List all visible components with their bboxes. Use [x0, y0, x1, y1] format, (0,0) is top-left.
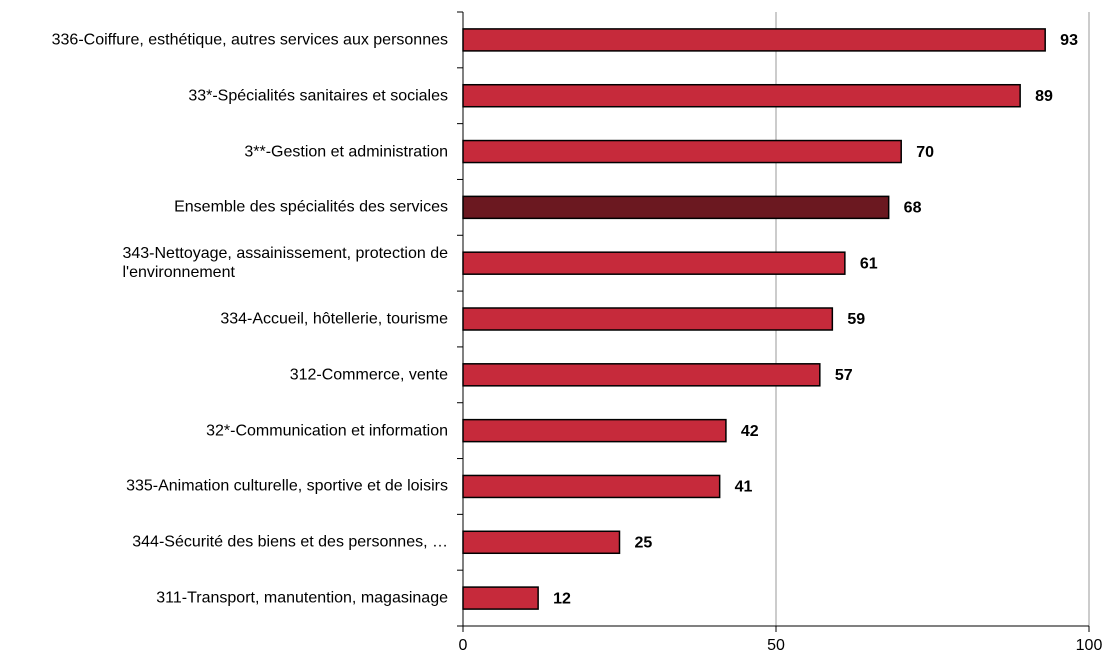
x-tick-label: 100 [1076, 637, 1103, 654]
y-tick-label: 335-Animation culturelle, sportive et de… [126, 477, 448, 495]
value-label: 42 [741, 423, 759, 440]
bar [462, 195, 890, 220]
value-label: 59 [847, 311, 865, 328]
value-label: 57 [835, 367, 853, 384]
value-label: 61 [860, 255, 878, 272]
y-tick-label: 32*-Communication et information [206, 422, 448, 440]
y-tick-label: Ensemble des spécialités des services [174, 198, 448, 216]
bar [462, 251, 846, 275]
bar [462, 307, 834, 331]
y-tick-label: 312-Commerce, vente [289, 366, 448, 384]
y-tick-label: 311-Transport, manutention, magasinage [156, 589, 448, 607]
bar [462, 139, 902, 164]
value-label: 70 [916, 144, 934, 161]
x-tick-label: 0 [459, 637, 468, 654]
bar [462, 28, 1046, 52]
bar [462, 586, 539, 610]
y-tick-label: 343-Nettoyage, assainissement, protectio… [122, 245, 448, 282]
bar [462, 530, 621, 555]
bar [462, 363, 821, 387]
y-tick-label: 33*-Spécialités sanitaires et sociales [188, 87, 448, 105]
bar [462, 418, 727, 443]
x-tick-label: 50 [767, 637, 785, 654]
value-label: 89 [1035, 88, 1053, 105]
value-label: 93 [1060, 32, 1078, 49]
y-tick-label: 344-Sécurité des biens et des personnes,… [132, 533, 448, 551]
bar [462, 474, 721, 499]
value-label: 68 [904, 200, 922, 217]
bar [462, 83, 1021, 108]
y-tick-label: 334-Accueil, hôtellerie, tourisme [220, 310, 448, 328]
value-label: 41 [735, 479, 753, 496]
y-tick-label: 336-Coiffure, esthétique, autres service… [51, 31, 448, 49]
value-label: 25 [635, 534, 653, 551]
y-tick-label: 3**-Gestion et administration [244, 143, 448, 161]
value-label: 12 [553, 590, 571, 607]
